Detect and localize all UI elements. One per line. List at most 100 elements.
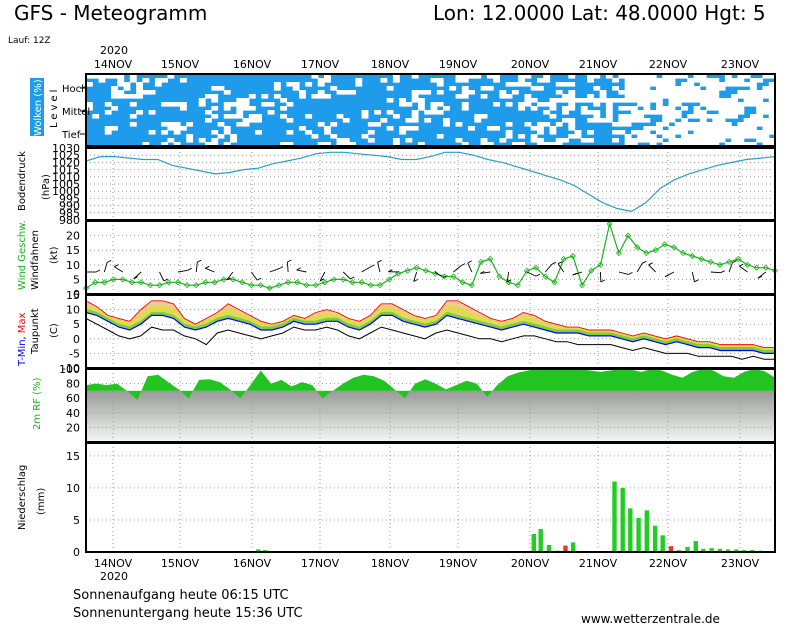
- cloud-cell: [668, 126, 676, 131]
- cloud-cell: [211, 142, 219, 147]
- level-mid: Mittel: [62, 107, 90, 118]
- cloud-cell: [230, 138, 237, 143]
- cloud-cell: [305, 130, 313, 135]
- cloud-cell: [605, 114, 613, 119]
- wind-barb: [453, 265, 462, 273]
- cloud-cell: [86, 82, 93, 87]
- value-tick-label: 5: [73, 318, 80, 331]
- cloud-cell: [273, 94, 281, 99]
- cloud-cell: [618, 74, 626, 79]
- tmax-label: Max: [17, 313, 28, 334]
- cloud-cell: [361, 134, 369, 139]
- cloud-cell: [324, 78, 331, 83]
- cloud-cell: [743, 90, 751, 95]
- cloud-cell: [668, 138, 676, 143]
- wind-barb-flag: [319, 278, 325, 282]
- cloud-cell: [768, 126, 776, 131]
- wind-barb: [342, 271, 351, 280]
- cloud-cell: [737, 106, 745, 111]
- cloud-cell: [718, 110, 726, 115]
- cloud-cell: [286, 130, 294, 135]
- wind-barb: [636, 263, 643, 273]
- wind-barb: [467, 262, 473, 273]
- wind-barb-flag: [551, 261, 557, 265]
- value-tick-label: 80: [66, 378, 80, 391]
- wind-barb-flag: [350, 276, 355, 280]
- tmin-series: [85, 311, 775, 354]
- cloud-cell: [624, 90, 632, 95]
- date-tick-top: 18NOV: [371, 58, 410, 71]
- cloud-cell: [599, 94, 607, 99]
- cloud-cell: [255, 130, 262, 135]
- cloud-cell: [637, 74, 645, 79]
- cloud-cell: [724, 82, 732, 87]
- cloud-cell: [624, 98, 632, 103]
- precip-bar: [644, 510, 649, 552]
- cloud-cell: [649, 126, 657, 131]
- cloud-cell: [298, 126, 306, 131]
- cloud-cell: [205, 142, 212, 147]
- wind-speed-marker: [450, 273, 457, 280]
- cloud-cell: [117, 94, 125, 99]
- cloud-cell: [286, 142, 294, 147]
- cloud-cell: [461, 106, 469, 111]
- cloud-cell: [211, 94, 219, 99]
- cloud-cell: [643, 106, 651, 111]
- cloud-cell: [236, 114, 244, 119]
- cloud-cell: [718, 138, 726, 143]
- precip-bar: [628, 508, 633, 552]
- precip-bar: [725, 549, 731, 552]
- cloud-cell: [505, 82, 513, 87]
- value-tick-label: 990: [59, 200, 80, 213]
- precip-bar: [636, 518, 641, 552]
- cloud-cell: [756, 118, 764, 123]
- cloud-cell: [706, 106, 713, 111]
- cloud-cell: [468, 90, 475, 95]
- cloud-cell: [587, 118, 594, 123]
- cloud-cell: [104, 130, 112, 135]
- cloud-cell: [674, 90, 682, 95]
- cloud-cell: [737, 134, 745, 139]
- cloud-cell: [399, 98, 407, 103]
- wind-speed-marker: [441, 273, 448, 280]
- cloud-cell: [756, 106, 764, 111]
- pressure-labels: Bodendruck (hPa): [17, 151, 52, 211]
- precip-bar: [701, 548, 706, 552]
- cloud-cell: [536, 78, 544, 83]
- cloud-cell: [699, 118, 707, 123]
- cloud-cell: [411, 110, 419, 115]
- cloud-cell: [405, 102, 413, 107]
- cloud-cell: [518, 74, 526, 79]
- cloud-cell: [223, 142, 231, 147]
- cloud-cell: [230, 134, 237, 139]
- cloud-cell: [699, 90, 707, 95]
- cloud-cell: [136, 90, 143, 95]
- cloud-cell: [198, 138, 206, 143]
- cloud-cell: [674, 86, 682, 91]
- level-low: Tief: [61, 130, 81, 141]
- cloud-cell: [612, 98, 620, 103]
- cloud-cell: [762, 134, 770, 139]
- cloud-cell: [436, 78, 444, 83]
- cloud-cell: [662, 82, 670, 87]
- cloud-cell: [536, 122, 544, 127]
- cloud-cell: [681, 98, 688, 103]
- cloud-cell: [417, 106, 425, 111]
- cloud-cell: [543, 142, 551, 147]
- cloud-cell: [699, 98, 707, 103]
- cloud-cell: [712, 122, 720, 127]
- cloud-cell: [668, 90, 676, 95]
- cloud-cell: [693, 130, 701, 135]
- date-tick-bottom: 15NOV: [161, 557, 200, 570]
- wind-speed-marker: [707, 258, 714, 265]
- humidity-background: [86, 390, 775, 442]
- cloud-cell: [637, 138, 645, 143]
- website-link[interactable]: www.wetterzentrale.de: [581, 612, 720, 625]
- cloud-cell: [436, 102, 444, 107]
- cloud-cell: [298, 90, 306, 95]
- cloud-cell: [693, 126, 701, 131]
- cloud-cell: [706, 82, 713, 87]
- cloud-cell: [136, 94, 143, 99]
- value-tick-label: 1010: [52, 171, 80, 184]
- cloud-cell: [768, 82, 776, 87]
